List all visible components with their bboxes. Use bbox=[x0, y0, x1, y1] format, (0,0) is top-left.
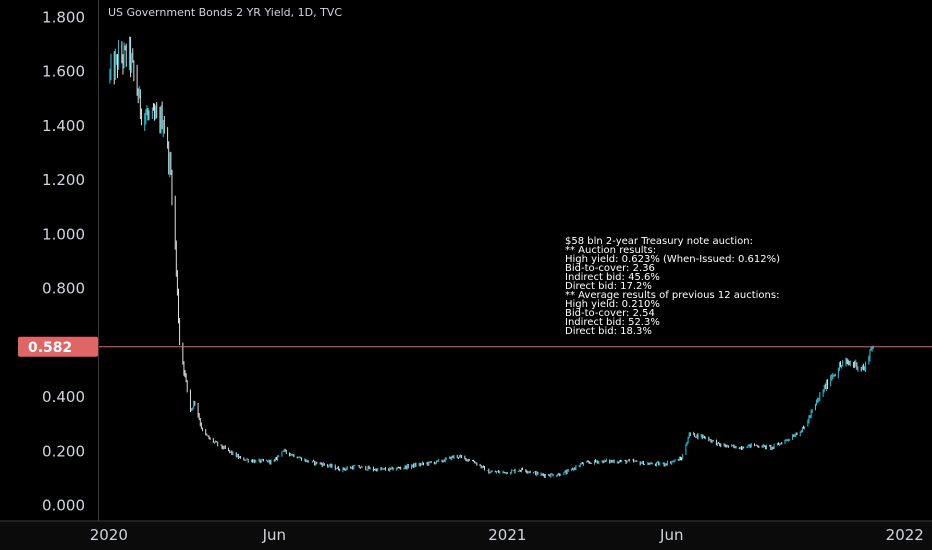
y-tick-label: 0.000 bbox=[42, 497, 85, 515]
annotation-line: Bid-to-cover: 2.36 bbox=[565, 263, 655, 274]
y-tick-label: 1.200 bbox=[42, 171, 85, 189]
x-tick-label: Jun bbox=[262, 526, 286, 544]
chart-title: US Government Bonds 2 YR Yield, 1D, TVC bbox=[108, 6, 342, 19]
y-tick-label: 1.400 bbox=[42, 117, 85, 135]
current-price-label-text: 0.582 bbox=[28, 340, 72, 356]
auction-annotation: $58 bln 2-year Treasury note auction:** … bbox=[565, 236, 780, 337]
y-tick-label: 0.200 bbox=[42, 442, 85, 460]
annotation-line: High yield: 0.210% bbox=[565, 299, 660, 310]
annotation-line: High yield: 0.623% (When-Issued: 0.612%) bbox=[565, 254, 780, 265]
annotation-line: Direct bid: 17.2% bbox=[565, 281, 652, 292]
y-tick-label: 1.000 bbox=[42, 225, 85, 243]
x-axis: 2020 Jun 2021 Jun 2022 bbox=[90, 526, 924, 544]
annotation-line: Indirect bid: 45.6% bbox=[565, 272, 660, 283]
x-axis-bar bbox=[0, 521, 932, 550]
x-tick-label: 2020 bbox=[90, 526, 128, 544]
current-price-label-bg bbox=[18, 336, 98, 357]
annotation-line: $58 bln 2-year Treasury note auction: bbox=[565, 236, 753, 247]
annotation-line: ** Auction results: bbox=[565, 245, 656, 256]
x-tick-label: Jun bbox=[659, 526, 683, 544]
y-tick-label: 1.800 bbox=[42, 8, 85, 26]
y-tick-label: 0.800 bbox=[42, 280, 85, 298]
y-tick-label: 1.600 bbox=[42, 63, 85, 81]
annotation-line: Direct bid: 18.3% bbox=[565, 326, 652, 337]
y-tick-label: 0.400 bbox=[42, 388, 85, 406]
current-price-label[interactable]: 0.582 bbox=[18, 336, 98, 357]
x-tick-label: 2021 bbox=[488, 526, 526, 544]
annotation-line: Bid-to-cover: 2.54 bbox=[565, 308, 655, 319]
price-bars bbox=[109, 36, 874, 478]
x-tick-label: 2022 bbox=[886, 526, 924, 544]
annotation-line: ** Average results of previous 12 auctio… bbox=[565, 290, 779, 301]
annotation-line: Indirect bid: 52.3% bbox=[565, 317, 660, 328]
